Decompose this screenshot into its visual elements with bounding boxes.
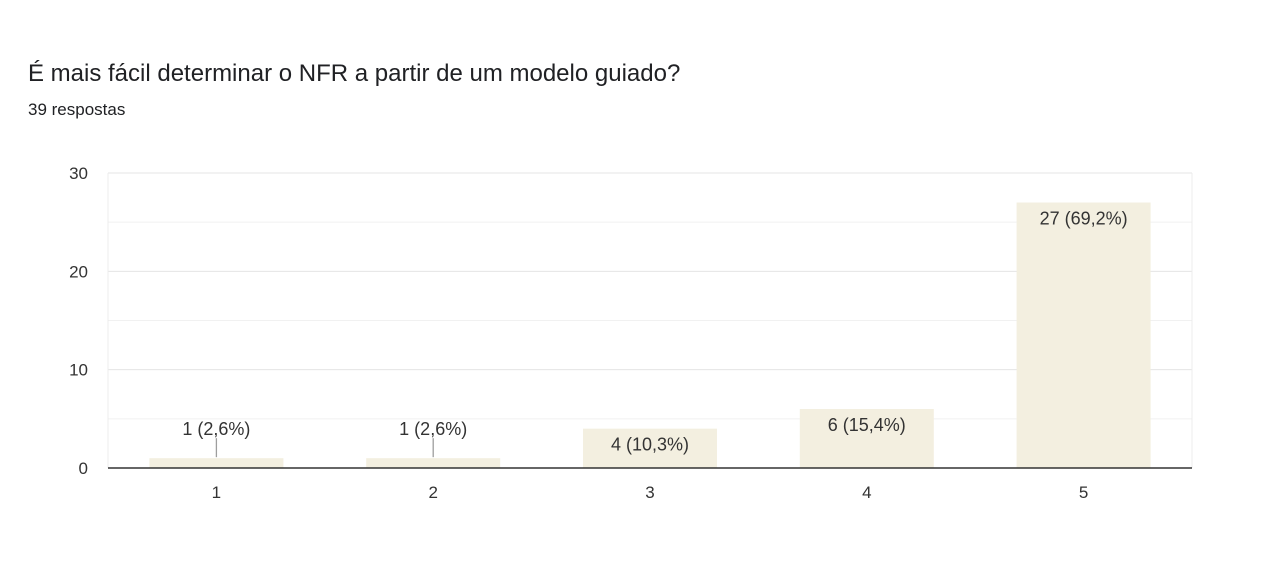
data-label-2: 1 (2,6%)	[399, 419, 467, 439]
x-tick-label: 4	[862, 483, 871, 502]
bar-1	[149, 458, 284, 468]
bar-4	[799, 409, 934, 468]
response-count: 39 respostas	[28, 100, 126, 119]
x-tick-label: 2	[428, 483, 437, 502]
data-label-5: 27 (69,2%)	[1040, 209, 1128, 229]
data-label-1: 1 (2,6%)	[182, 419, 250, 439]
y-tick-label: 30	[69, 164, 88, 183]
x-tick-label: 5	[1079, 483, 1088, 502]
chart-bars	[149, 202, 1151, 468]
bar-2	[366, 458, 501, 468]
bar-3	[583, 428, 717, 468]
x-tick-label: 1	[212, 483, 221, 502]
bar-5	[1016, 202, 1151, 468]
x-tick-label: 3	[645, 483, 654, 502]
chart-labels: 0 10 20 30 1 (2,6%) 1 1 (2,6%) 2 4 (10,3%) 3 6 (15…	[69, 164, 1128, 502]
y-tick-label: 0	[79, 459, 88, 478]
data-label-4: 6 (15,4%)	[828, 415, 906, 435]
y-tick-label: 20	[69, 262, 88, 281]
y-tick-label: 10	[69, 361, 88, 380]
data-label-3: 4 (10,3%)	[611, 435, 689, 455]
question-title: É mais fácil determinar o NFR a partir d…	[28, 60, 681, 87]
